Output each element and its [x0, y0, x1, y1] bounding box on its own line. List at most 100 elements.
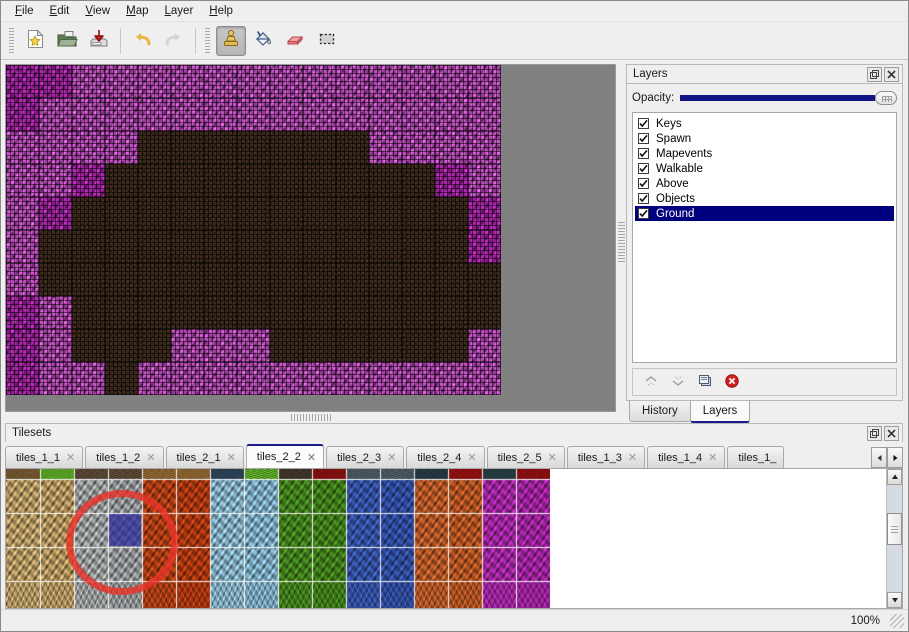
undo-button[interactable]	[127, 26, 157, 56]
rectangle-select-tool[interactable]	[312, 26, 342, 56]
layer-name-label: Keys	[656, 117, 682, 130]
tools-drag-handle[interactable]	[203, 27, 212, 54]
tileset-tab-close-icon[interactable]: ✕	[708, 452, 718, 464]
layer-list[interactable]: Keys Spawn Mapevents Walkable Above Objects Gr…	[632, 112, 897, 363]
menu-help[interactable]: Help	[209, 5, 233, 17]
menu-edit[interactable]: Edit	[49, 5, 70, 17]
layer-row[interactable]: Spawn	[635, 131, 894, 146]
layer-row[interactable]: Mapevents	[635, 146, 894, 161]
tileset-tab-close-icon[interactable]: ✕	[467, 452, 477, 464]
undock-icon[interactable]	[867, 425, 882, 441]
layer-visibility-checkbox[interactable]	[638, 163, 649, 174]
tileset-tab-tiles_1_2[interactable]: tiles_1_2 ✕	[85, 446, 164, 468]
layer-toolbar	[632, 368, 897, 396]
duplicate-layer-button[interactable]	[693, 371, 717, 393]
layer-visibility-checkbox[interactable]	[638, 133, 649, 144]
tilesets-dock-titlebar: Tilesets	[5, 423, 903, 442]
tileset-tab-tiles_2_2[interactable]: tiles_2_2 ✕	[245, 444, 325, 468]
tileset-tab-tiles_1_4[interactable]: tiles_1_4 ✕	[647, 446, 726, 468]
map-canvas-viewport[interactable]	[5, 64, 616, 412]
chevron-up-icon	[643, 373, 659, 392]
move-layer-down-button[interactable]	[666, 371, 690, 393]
tileset-tab-tiles_1_3[interactable]: tiles_1_3 ✕	[566, 446, 646, 468]
resize-grip[interactable]	[890, 613, 904, 628]
opacity-slider[interactable]	[680, 90, 897, 106]
tileset-tab-tiles_2_1[interactable]: tiles_2_1 ✕	[165, 446, 244, 468]
layer-visibility-checkbox[interactable]	[638, 118, 649, 129]
tileset-tabs-scroll-left-icon[interactable]	[871, 447, 887, 468]
layers-dock-title: Layers	[633, 68, 668, 80]
new-map-button[interactable]	[20, 26, 50, 56]
open-folder-icon	[56, 28, 78, 53]
layer-visibility-checkbox[interactable]	[638, 148, 649, 159]
map-tile-layer[interactable]	[6, 65, 501, 395]
menu-map[interactable]: Map	[126, 5, 149, 17]
tileset-tab-label: tiles_2_5	[497, 451, 542, 464]
undo-arrow-icon	[131, 28, 153, 53]
scrollbar-track[interactable]	[887, 485, 902, 592]
paint-bucket-icon	[252, 28, 274, 53]
layer-visibility-checkbox[interactable]	[638, 193, 649, 204]
menu-file[interactable]: File	[15, 5, 34, 17]
tileset-tab-tiles_1_1[interactable]: tiles_1_1 ✕	[5, 446, 84, 468]
eraser-tool[interactable]	[280, 26, 310, 56]
tileset-tab-close-icon[interactable]: ✕	[146, 452, 156, 464]
layer-row[interactable]: Above	[635, 176, 894, 191]
tileset-tab-close-icon[interactable]: ✕	[387, 452, 397, 464]
layer-row[interactable]: Walkable	[635, 161, 894, 176]
tileset-tab-label: tiles_1_3	[577, 451, 622, 464]
tileset-tabs-scroll-right-icon[interactable]	[887, 447, 903, 468]
dock-tab-layers[interactable]: Layers	[689, 401, 751, 423]
scrollbar-thumb[interactable]	[887, 512, 902, 545]
tileset-tab-label: tiles_2_4	[417, 451, 462, 464]
tileset-tab-tiles_2_3[interactable]: tiles_2_3 ✕	[326, 446, 405, 468]
tileset-tab-tiles_1_[interactable]: tiles_1_	[727, 446, 785, 468]
tileset-palette-grid[interactable]	[6, 469, 550, 608]
fill-tool[interactable]	[248, 26, 278, 56]
layer-row[interactable]: Ground	[635, 206, 894, 221]
layer-visibility-checkbox[interactable]	[638, 208, 649, 219]
tileset-tab-scroll-buttons	[871, 442, 903, 468]
tileset-tab-tiles_2_5[interactable]: tiles_2_5 ✕	[486, 446, 565, 468]
layer-row[interactable]: Objects	[635, 191, 894, 206]
tileset-tab-close-icon[interactable]: ✕	[306, 451, 317, 464]
toolbar-separator-2	[195, 27, 196, 54]
palette-vertical-scrollbar[interactable]	[886, 469, 902, 608]
opacity-slider-knob[interactable]	[875, 91, 897, 105]
layer-row[interactable]: Keys	[635, 116, 894, 131]
tileset-palette[interactable]	[6, 469, 886, 608]
close-icon[interactable]	[884, 425, 899, 441]
menu-view[interactable]: View	[85, 5, 111, 17]
tileset-tab-close-icon[interactable]: ✕	[66, 452, 76, 464]
tileset-tab-close-icon[interactable]: ✕	[547, 452, 557, 464]
dock-tab-history[interactable]: History	[629, 401, 691, 422]
undock-icon[interactable]	[867, 66, 882, 82]
horizontal-splitter[interactable]	[5, 412, 616, 423]
delete-layer-button[interactable]	[720, 371, 744, 393]
scroll-down-arrow-icon[interactable]	[887, 592, 902, 608]
map-canvas[interactable]	[6, 65, 501, 395]
layers-dock: Layers Opacity: Keys Spawn Mape	[626, 64, 903, 423]
stamp-brush-tool[interactable]	[216, 25, 246, 56]
main-toolbar	[1, 22, 908, 60]
scroll-up-arrow-icon[interactable]	[887, 469, 902, 485]
tileset-tab-close-icon[interactable]: ✕	[226, 452, 236, 464]
layer-visibility-checkbox[interactable]	[638, 178, 649, 189]
tileset-tab-label: tiles_2_1	[176, 451, 221, 464]
vertical-splitter[interactable]	[616, 60, 626, 423]
layer-name-label: Walkable	[656, 162, 703, 175]
toolbar-drag-handle[interactable]	[7, 27, 16, 54]
open-map-button[interactable]	[52, 26, 82, 56]
layer-name-label: Objects	[656, 192, 695, 205]
opacity-row: Opacity:	[632, 89, 897, 107]
tileset-image[interactable]	[6, 469, 550, 608]
menu-layer[interactable]: Layer	[164, 5, 194, 17]
save-map-button[interactable]	[84, 26, 114, 56]
tileset-tab-tiles_2_4[interactable]: tiles_2_4 ✕	[406, 446, 485, 468]
tileset-tab-close-icon[interactable]: ✕	[627, 452, 638, 464]
move-layer-up-button[interactable]	[639, 371, 663, 393]
layer-name-label: Spawn	[656, 132, 692, 145]
close-icon[interactable]	[884, 66, 899, 82]
redo-button[interactable]	[159, 26, 189, 56]
